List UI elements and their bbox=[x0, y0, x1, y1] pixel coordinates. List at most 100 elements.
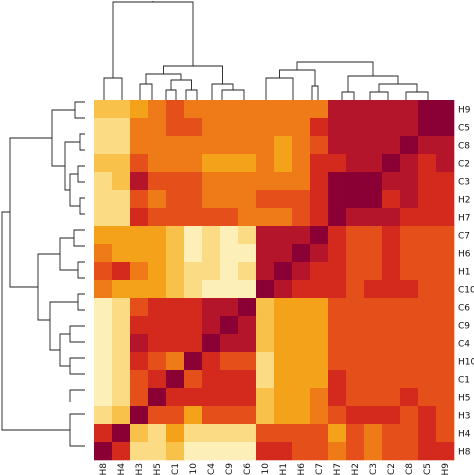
heatmap-cell bbox=[346, 424, 365, 443]
heatmap-cell bbox=[130, 244, 149, 263]
heatmap-cell bbox=[148, 334, 167, 353]
heatmap-cell bbox=[220, 370, 239, 389]
heatmap-cell bbox=[166, 208, 185, 227]
heatmap-cell bbox=[256, 388, 275, 407]
heatmap-cell bbox=[292, 136, 311, 155]
heatmap-cell bbox=[436, 388, 455, 407]
heatmap-cell bbox=[382, 406, 401, 425]
heatmap-cell bbox=[382, 154, 401, 173]
heatmap-cell bbox=[184, 406, 203, 425]
heatmap-cell bbox=[400, 442, 419, 461]
heatmap-cell bbox=[346, 154, 365, 173]
heatmap-cell bbox=[202, 334, 221, 353]
heatmap-cells bbox=[94, 100, 455, 461]
heatmap-cell bbox=[256, 406, 275, 425]
heatmap-cell bbox=[418, 100, 437, 119]
heatmap-cell bbox=[346, 262, 365, 281]
heatmap-cell bbox=[436, 172, 455, 191]
heatmap-cell bbox=[274, 370, 293, 389]
heatmap-cell bbox=[148, 280, 167, 299]
heatmap-cell bbox=[94, 244, 113, 263]
heatmap-cell bbox=[310, 334, 329, 353]
column-label: C7 bbox=[315, 463, 325, 475]
heatmap-cell bbox=[400, 154, 419, 173]
heatmap-cell bbox=[436, 226, 455, 245]
heatmap-cell bbox=[328, 226, 347, 245]
row-label: H8 bbox=[458, 448, 471, 458]
row-label: C10 bbox=[458, 286, 474, 296]
heatmap-cell bbox=[346, 406, 365, 425]
heatmap-cell bbox=[292, 226, 311, 245]
heatmap-cell bbox=[166, 424, 185, 443]
heatmap-cell bbox=[148, 424, 167, 443]
heatmap-cell bbox=[328, 118, 347, 137]
heatmap-cell bbox=[274, 352, 293, 371]
heatmap-cell bbox=[130, 280, 149, 299]
heatmap-cell bbox=[364, 262, 383, 281]
heatmap-cell bbox=[400, 172, 419, 191]
heatmap-cell bbox=[346, 226, 365, 245]
heatmap-cell bbox=[94, 154, 113, 173]
heatmap-cell bbox=[364, 226, 383, 245]
heatmap-cell bbox=[364, 352, 383, 371]
heatmap-cell bbox=[328, 190, 347, 209]
heatmap-cell bbox=[238, 352, 257, 371]
heatmap-cell bbox=[112, 388, 131, 407]
heatmap-cell bbox=[220, 208, 239, 227]
heatmap-cell bbox=[184, 424, 203, 443]
heatmap-cell bbox=[400, 226, 419, 245]
heatmap-cell bbox=[256, 262, 275, 281]
heatmap-cell bbox=[346, 370, 365, 389]
heatmap-cell bbox=[346, 100, 365, 119]
heatmap-cell bbox=[166, 190, 185, 209]
heatmap-cell bbox=[130, 334, 149, 353]
row-label: H3 bbox=[458, 412, 471, 422]
heatmap-cell bbox=[346, 244, 365, 263]
heatmap-cell bbox=[130, 262, 149, 281]
heatmap-cell bbox=[292, 370, 311, 389]
heatmap-cell bbox=[184, 442, 203, 461]
row-label: C7 bbox=[458, 232, 470, 242]
heatmap-cell bbox=[94, 352, 113, 371]
heatmap-cell bbox=[436, 298, 455, 317]
heatmap-cell bbox=[238, 334, 257, 353]
heatmap-cell bbox=[382, 298, 401, 317]
heatmap-cell bbox=[274, 118, 293, 137]
heatmap-cell bbox=[436, 316, 455, 335]
heatmap-cell bbox=[418, 154, 437, 173]
column-label: H7 bbox=[333, 463, 343, 475]
heatmap-cell bbox=[310, 262, 329, 281]
heatmap-cell bbox=[436, 136, 455, 155]
heatmap-cell bbox=[220, 136, 239, 155]
row-label: C8 bbox=[458, 142, 470, 152]
heatmap-cell bbox=[310, 424, 329, 443]
column-label: H5 bbox=[153, 463, 163, 475]
column-label: H10 bbox=[189, 463, 199, 475]
heatmap-cell bbox=[94, 190, 113, 209]
heatmap-cell bbox=[184, 244, 203, 263]
heatmap-cell bbox=[418, 334, 437, 353]
heatmap-cell bbox=[292, 442, 311, 461]
heatmap-cell bbox=[94, 442, 113, 461]
heatmap-cell bbox=[238, 172, 257, 191]
heatmap-cell bbox=[292, 406, 311, 425]
heatmap-cell bbox=[400, 190, 419, 209]
heatmap-cell bbox=[148, 172, 167, 191]
heatmap-cell bbox=[112, 118, 131, 137]
heatmap-cell bbox=[256, 226, 275, 245]
heatmap-cell bbox=[166, 172, 185, 191]
heatmap-cell bbox=[130, 208, 149, 227]
heatmap-cell bbox=[310, 154, 329, 173]
heatmap-cell bbox=[400, 370, 419, 389]
heatmap-cell bbox=[148, 442, 167, 461]
heatmap-cell bbox=[184, 172, 203, 191]
heatmap-cell bbox=[436, 118, 455, 137]
heatmap-cell bbox=[220, 190, 239, 209]
heatmap-cell bbox=[112, 208, 131, 227]
heatmap-cell bbox=[148, 298, 167, 317]
column-label: C9 bbox=[225, 463, 235, 475]
heatmap-cell bbox=[148, 262, 167, 281]
heatmap-cell bbox=[220, 298, 239, 317]
heatmap-cell bbox=[310, 370, 329, 389]
